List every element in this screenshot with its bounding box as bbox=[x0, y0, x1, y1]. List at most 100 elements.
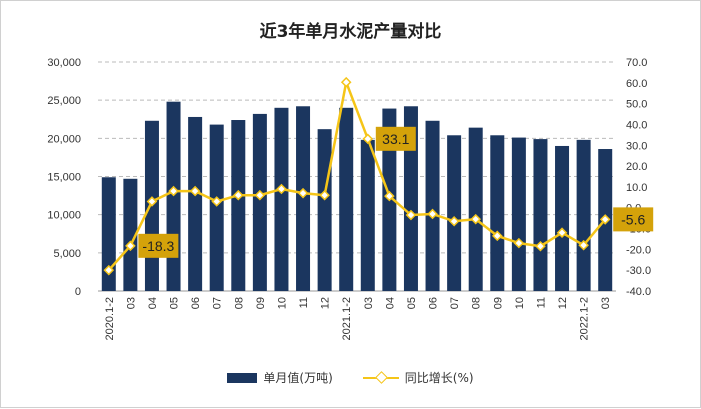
legend-item-bar[interactable]: 单月值(万吨) bbox=[227, 369, 333, 386]
bar bbox=[555, 145, 570, 291]
x-tick-label: 2020.1-2 bbox=[104, 297, 116, 340]
line-point bbox=[513, 237, 525, 249]
right-tick-label: -30.0 bbox=[626, 265, 651, 277]
bar bbox=[231, 120, 246, 291]
legend: 单月值(万吨) 同比增长(%) bbox=[1, 369, 700, 386]
line-point bbox=[276, 183, 287, 195]
x-tick-label: 06 bbox=[190, 297, 202, 309]
data-label: 33.1 bbox=[382, 131, 409, 147]
bar bbox=[447, 135, 462, 291]
x-tick-label: 08 bbox=[471, 297, 483, 309]
x-tick-label: 11 bbox=[535, 297, 547, 308]
line-point bbox=[146, 196, 158, 207]
x-tick-label: 10 bbox=[276, 297, 288, 309]
x-tick-label: 09 bbox=[492, 297, 504, 309]
line-point bbox=[427, 208, 438, 220]
bar bbox=[490, 135, 505, 291]
data-label-box bbox=[613, 207, 654, 232]
x-tick-label: 12 bbox=[557, 297, 569, 309]
right-tick-label: 10.0 bbox=[626, 182, 647, 194]
x-tick-label: 07 bbox=[212, 297, 224, 309]
right-tick-label: 60.0 bbox=[626, 78, 647, 90]
data-label: -5.6 bbox=[621, 211, 645, 227]
bar bbox=[425, 120, 440, 291]
data-label-box bbox=[138, 233, 179, 258]
bar bbox=[576, 139, 591, 291]
x-tick-label: 08 bbox=[233, 297, 245, 309]
legend-item-line[interactable]: 同比增长(%) bbox=[362, 369, 474, 386]
data-label: -18.3 bbox=[142, 238, 174, 254]
bar bbox=[511, 137, 526, 291]
right-tick-label: 40.0 bbox=[626, 119, 647, 131]
x-tick-label: 2021.1-2 bbox=[341, 297, 353, 340]
x-tick-label: 03 bbox=[125, 297, 137, 309]
chart-title: 近3年单月水泥产量对比 bbox=[259, 22, 442, 42]
x-tick-label: 09 bbox=[255, 297, 267, 309]
x-tick-label: 07 bbox=[449, 297, 461, 309]
line-point bbox=[535, 240, 546, 252]
line-point bbox=[189, 185, 201, 197]
left-tick-label: 15,000 bbox=[47, 172, 81, 184]
left-tick-label: 25,000 bbox=[47, 95, 81, 107]
right-tick-label: 30.0 bbox=[626, 140, 647, 152]
line-point bbox=[578, 239, 589, 251]
left-tick-label: 0 bbox=[75, 286, 81, 298]
right-tick-label: 50.0 bbox=[626, 99, 647, 111]
bar bbox=[296, 106, 311, 291]
right-tick-label: -20.0 bbox=[626, 244, 651, 256]
line-point bbox=[362, 133, 374, 145]
right-tick-label: 70.0 bbox=[626, 57, 647, 69]
legend-line-swatch bbox=[362, 376, 399, 379]
right-tick-label: -40.0 bbox=[626, 286, 651, 298]
line-point bbox=[254, 189, 266, 201]
bar bbox=[403, 106, 418, 291]
bar bbox=[252, 113, 267, 291]
x-tick-label: 03 bbox=[600, 297, 612, 309]
x-tick-label: 04 bbox=[384, 297, 396, 309]
left-tick-label: 20,000 bbox=[47, 133, 81, 145]
bar bbox=[209, 124, 224, 292]
x-tick-label: 12 bbox=[320, 297, 332, 309]
line-point bbox=[211, 196, 223, 207]
x-tick-label: 06 bbox=[428, 297, 440, 309]
bar bbox=[468, 127, 483, 291]
line-point bbox=[340, 76, 352, 88]
line-point bbox=[556, 227, 568, 239]
x-tick-label: 05 bbox=[406, 297, 418, 309]
line-point bbox=[491, 230, 503, 242]
bar bbox=[360, 139, 375, 291]
data-label-box bbox=[375, 126, 416, 151]
x-tick-label: 11 bbox=[298, 297, 310, 308]
left-tick-label: 30,000 bbox=[47, 57, 81, 69]
line-point bbox=[405, 209, 417, 221]
line-point bbox=[103, 264, 115, 276]
x-tick-label: 2022.1-2 bbox=[579, 297, 591, 340]
line-point bbox=[470, 213, 482, 225]
line-point bbox=[319, 189, 330, 201]
legend-bar-label: 单月值(万吨) bbox=[263, 371, 333, 385]
bar bbox=[317, 129, 332, 291]
right-tick-label: 20.0 bbox=[626, 161, 647, 173]
x-tick-label: 10 bbox=[514, 297, 526, 309]
x-tick-label: 04 bbox=[147, 297, 159, 309]
x-tick-label: 03 bbox=[363, 297, 375, 309]
left-tick-label: 10,000 bbox=[47, 210, 81, 222]
line-point bbox=[232, 189, 244, 201]
line-point bbox=[384, 190, 395, 202]
line-point bbox=[599, 214, 611, 225]
line-point bbox=[448, 215, 460, 227]
bar bbox=[533, 139, 548, 291]
line-point bbox=[168, 185, 179, 197]
line-point bbox=[125, 240, 136, 252]
left-tick-label: 5,000 bbox=[53, 248, 81, 260]
legend-bar-swatch bbox=[227, 372, 258, 383]
bar bbox=[188, 116, 203, 292]
bar bbox=[101, 177, 116, 291]
bar bbox=[274, 107, 289, 291]
line-point bbox=[297, 187, 309, 199]
legend-line-label: 同比增长(%) bbox=[404, 371, 474, 385]
x-tick-label: 05 bbox=[169, 297, 181, 309]
bar bbox=[339, 107, 354, 291]
